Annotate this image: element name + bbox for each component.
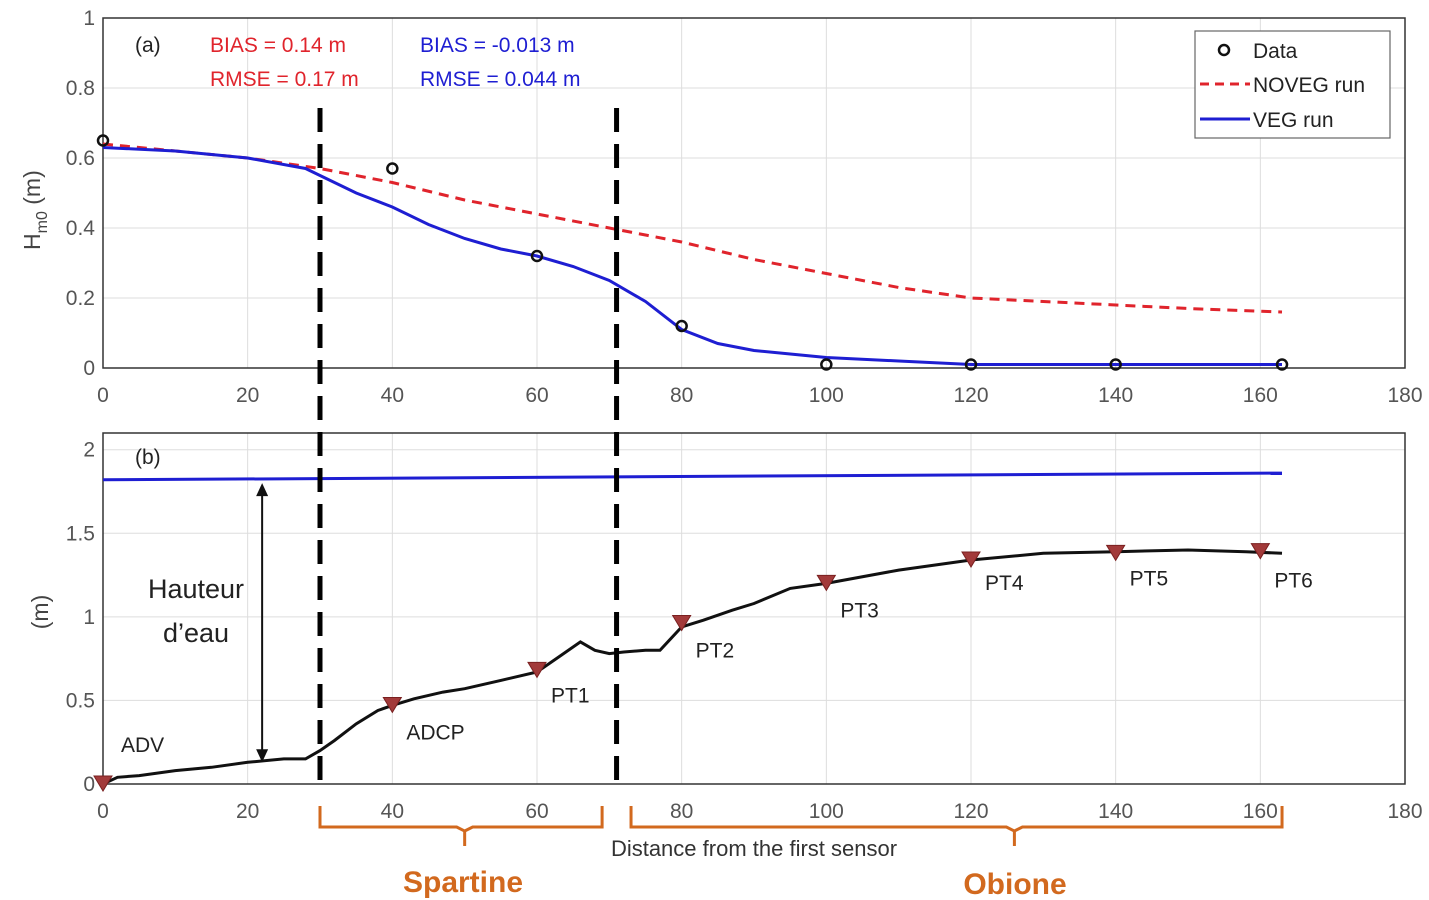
legend-data-marker <box>1217 43 1231 57</box>
panel-a-ytick-label: 0.2 <box>66 287 95 310</box>
sensor-marker <box>671 615 692 632</box>
data-point <box>1275 358 1289 371</box>
water-level-line <box>102 471 1283 482</box>
sensor-label: PT6 <box>1274 570 1313 593</box>
panel-a-ytick-label: 0.6 <box>66 147 95 170</box>
panel-a-xtick-label: 120 <box>953 384 988 407</box>
panel-a-ylabel: Hm0 (m) <box>19 170 51 250</box>
panel-a-ytick-label: 0.4 <box>66 217 96 240</box>
panel-a-frame <box>102 17 1406 369</box>
panel-b-ticks: 0 20 40 60 80 100 120 140 160 180 0 0.5 1 1.5 2 <box>66 439 1423 823</box>
panel-b-xtick-label: 120 <box>953 800 988 823</box>
legend: Data NOVEG run VEG run <box>1194 30 1391 139</box>
sensor-marker <box>1105 544 1126 562</box>
ylabel-sub: m0 <box>34 211 51 233</box>
arrow-head-bottom <box>256 749 269 763</box>
sensor-marker <box>816 574 837 592</box>
ylabel-unit: (m) <box>19 170 45 211</box>
panel-b-xtick-label: 60 <box>525 800 548 823</box>
sensor-marker <box>93 775 113 792</box>
sensor-label: PT4 <box>985 572 1024 595</box>
panel-a-ticks: 0 20 40 60 80 100 120 140 160 180 0 0.2 0.4 0.6 0.8 1 <box>66 7 1423 407</box>
vegetation-brace <box>318 806 604 846</box>
data-point <box>820 358 833 371</box>
panel-a-xtick-label: 20 <box>236 384 259 407</box>
panel-a-lines <box>102 142 1283 366</box>
noveg-bias-text: BIAS = 0.14 m <box>210 34 346 57</box>
panel-b-ytick-label: 2 <box>83 439 95 462</box>
vegetation-label-spartine: Spartine <box>403 866 523 899</box>
panel-a-ytick-label: 0.8 <box>66 77 95 100</box>
sensor-label: ADCP <box>406 721 464 744</box>
sensor-label: PT1 <box>551 684 590 707</box>
sensor-label: ADV <box>121 734 164 757</box>
arrow-head-top <box>256 483 269 497</box>
panel-b-xtick-label: 160 <box>1243 800 1278 823</box>
data-point <box>96 134 110 147</box>
sensor-marker <box>1250 543 1271 560</box>
panel-b-xlabel: Distance from the first sensor <box>611 836 897 861</box>
legend-data-label: Data <box>1253 40 1298 63</box>
veg-bias-text: BIAS = -0.013 m <box>420 34 575 57</box>
water-depth-label-line2: d’eau <box>163 618 229 648</box>
panel-b-lines <box>102 471 1283 786</box>
veg-run-line <box>102 146 1282 366</box>
panel-a-ytick-label: 0 <box>83 357 95 380</box>
legend-veg-label: VEG run <box>1253 109 1334 132</box>
panel-b-xtick-label: 20 <box>236 800 259 823</box>
panel-b-xtick-label: 40 <box>381 800 404 823</box>
vegetation-label-obione: Obione <box>963 868 1066 900</box>
noveg-rmse-text: RMSE = 0.17 m <box>210 68 359 91</box>
vegetation-braces <box>318 806 1284 846</box>
panel-a-xtick-label: 40 <box>381 384 404 407</box>
panel-b-ytick-label: 0 <box>83 773 95 796</box>
panel-b-xtick-label: 140 <box>1098 800 1133 823</box>
panel-b-sensors: ADV ADCP PT1 PT2 PT3 PT4 PT5 PT6 <box>93 543 1313 792</box>
panel-b-ytick-label: 1 <box>83 606 95 629</box>
panel-a-xtick-label: 140 <box>1098 384 1133 407</box>
data-point <box>964 358 978 371</box>
data-point <box>386 162 399 175</box>
sensor-label: PT2 <box>696 640 735 663</box>
panel-a-ytick-label: 1 <box>83 7 95 30</box>
panel-a-data-markers <box>96 134 1289 371</box>
bathymetry-line <box>102 548 1283 786</box>
panel-a-xtick-label: 60 <box>525 384 548 407</box>
sensor-marker <box>961 551 981 569</box>
panel-a-label: (a) <box>135 34 161 57</box>
panel-a-xtick-label: 100 <box>809 384 844 407</box>
veg-rmse-text: RMSE = 0.044 m <box>420 68 580 91</box>
panel-b-grid <box>103 433 1405 784</box>
vegetation-dividers <box>317 108 620 780</box>
noveg-run-line <box>102 142 1283 314</box>
data-point <box>675 319 688 333</box>
panel-a-xtick-label: 0 <box>97 384 109 407</box>
sensor-label: PT3 <box>840 599 879 622</box>
panel-a-xtick-label: 160 <box>1243 384 1278 407</box>
panel-b-ylabel: (m) <box>27 595 53 629</box>
data-point <box>1109 358 1122 371</box>
legend-noveg-label: NOVEG run <box>1253 74 1365 97</box>
panel-b-label: (b) <box>135 446 161 469</box>
sensor-label: PT5 <box>1130 567 1169 590</box>
panel-b-xtick-label: 80 <box>670 800 693 823</box>
panel-b-xtick-label: 0 <box>97 800 109 823</box>
panel-b-frame <box>102 432 1406 785</box>
panel-b-ytick-label: 1.5 <box>66 522 95 545</box>
panel-b: 0 20 40 60 80 100 120 140 160 180 0 0.5 1 1.5 2 ADV ADC… <box>27 432 1423 861</box>
sensor-marker <box>527 661 547 679</box>
panel-b-xtick-label: 100 <box>809 800 844 823</box>
vegetation-brace <box>629 806 1284 846</box>
water-depth-label-line1: Hauteur <box>148 574 244 604</box>
water-depth-arrow <box>256 483 269 763</box>
panel-b-xtick-label: 180 <box>1387 800 1422 823</box>
ylabel-main: H <box>19 233 45 250</box>
panel-a-xtick-label: 80 <box>670 384 693 407</box>
sensor-marker <box>382 696 403 714</box>
panel-a-xtick-label: 180 <box>1387 384 1422 407</box>
data-point <box>530 249 544 263</box>
panel-a: 0 20 40 60 80 100 120 140 160 180 0 0.2 0.4 0.6 0.8 1 (… <box>19 7 1423 407</box>
panel-b-ytick-label: 0.5 <box>66 689 95 712</box>
